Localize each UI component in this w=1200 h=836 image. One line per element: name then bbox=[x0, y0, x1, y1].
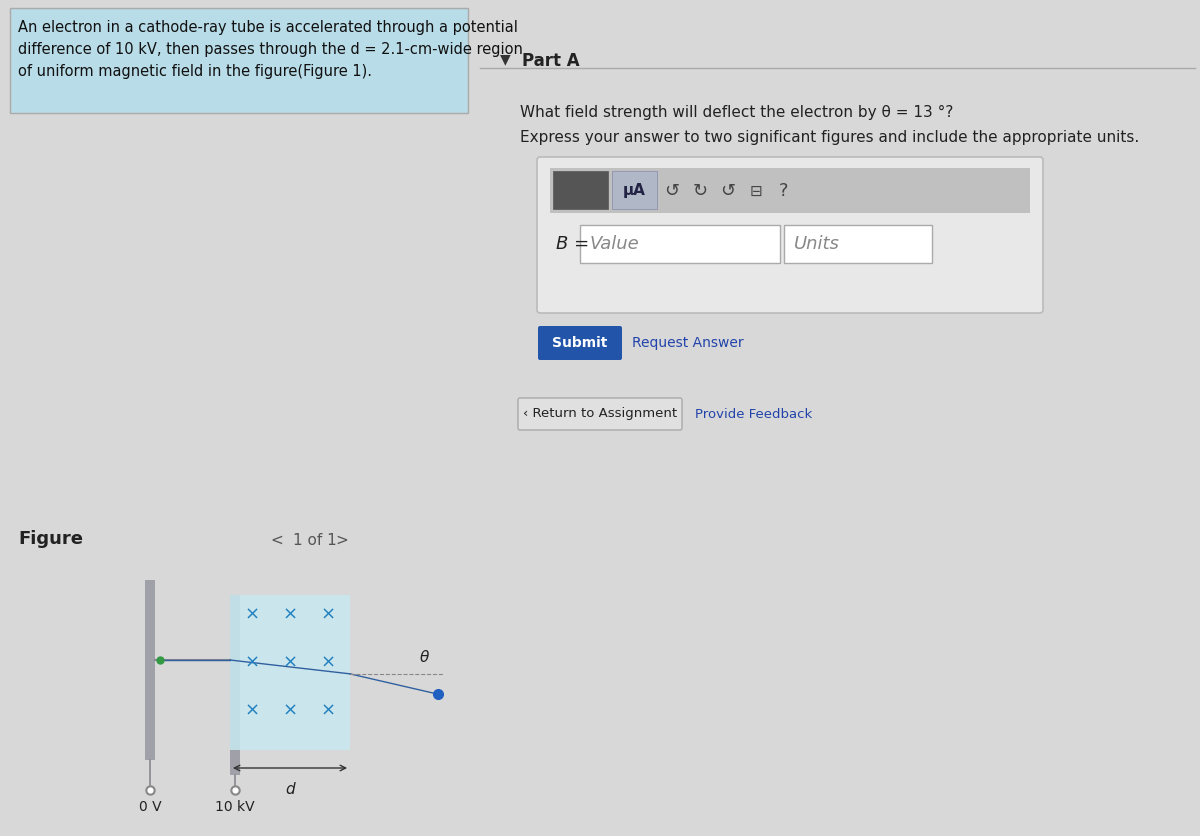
Text: 10 kV: 10 kV bbox=[215, 800, 254, 814]
Bar bbox=[230, 595, 240, 775]
FancyBboxPatch shape bbox=[784, 225, 932, 263]
Text: 1 of 1: 1 of 1 bbox=[293, 533, 337, 548]
Text: Value: Value bbox=[590, 235, 640, 253]
Text: ×: × bbox=[320, 654, 336, 672]
Text: Units: Units bbox=[794, 235, 840, 253]
FancyBboxPatch shape bbox=[553, 171, 608, 209]
Text: Submit: Submit bbox=[552, 336, 607, 350]
FancyBboxPatch shape bbox=[612, 171, 658, 209]
Text: ×: × bbox=[282, 702, 298, 720]
Text: d: d bbox=[286, 782, 295, 797]
Text: ‹ Return to Assignment: ‹ Return to Assignment bbox=[523, 407, 677, 421]
FancyBboxPatch shape bbox=[538, 326, 622, 360]
Text: Part A: Part A bbox=[522, 52, 580, 70]
Text: Figure: Figure bbox=[18, 530, 83, 548]
Text: Provide Feedback: Provide Feedback bbox=[695, 407, 812, 421]
FancyBboxPatch shape bbox=[10, 8, 468, 113]
Text: θ: θ bbox=[420, 650, 430, 665]
Text: ↻: ↻ bbox=[692, 182, 708, 200]
Text: ↺: ↺ bbox=[720, 182, 736, 200]
Text: ×: × bbox=[320, 606, 336, 624]
Text: ×: × bbox=[245, 654, 259, 672]
FancyBboxPatch shape bbox=[580, 225, 780, 263]
Text: Request Answer: Request Answer bbox=[632, 336, 744, 350]
Text: What field strength will deflect the electron by θ = 13 °?: What field strength will deflect the ele… bbox=[520, 105, 953, 120]
Text: ▼: ▼ bbox=[500, 52, 511, 66]
Text: μA: μA bbox=[623, 183, 646, 198]
Bar bbox=[145, 580, 155, 760]
Text: ×: × bbox=[282, 654, 298, 672]
Text: ×: × bbox=[320, 702, 336, 720]
Text: ↺: ↺ bbox=[665, 182, 679, 200]
Text: ?: ? bbox=[779, 182, 788, 200]
Text: B =: B = bbox=[556, 235, 589, 253]
FancyBboxPatch shape bbox=[518, 398, 682, 430]
Text: ×: × bbox=[245, 606, 259, 624]
Text: <: < bbox=[270, 533, 283, 548]
Text: ×: × bbox=[245, 702, 259, 720]
Text: Express your answer to two significant figures and include the appropriate units: Express your answer to two significant f… bbox=[520, 130, 1139, 145]
Text: ⊟: ⊟ bbox=[750, 183, 762, 198]
FancyBboxPatch shape bbox=[538, 157, 1043, 313]
Text: ×: × bbox=[282, 606, 298, 624]
FancyBboxPatch shape bbox=[550, 168, 1030, 213]
Text: 0 V: 0 V bbox=[139, 800, 161, 814]
Text: >: > bbox=[335, 533, 348, 548]
Bar bbox=[230, 595, 350, 750]
Text: An electron in a cathode-ray tube is accelerated through a potential
difference : An electron in a cathode-ray tube is acc… bbox=[18, 20, 523, 79]
